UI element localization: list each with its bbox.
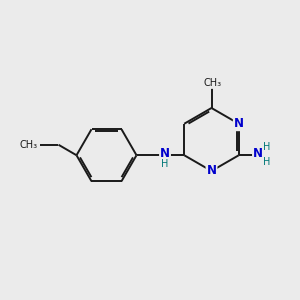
Text: CH₃: CH₃ <box>203 78 221 88</box>
Text: H: H <box>263 142 271 152</box>
Text: N: N <box>160 147 170 160</box>
Text: H: H <box>161 159 169 169</box>
Text: CH₃: CH₃ <box>20 140 38 150</box>
Text: N: N <box>234 117 244 130</box>
Text: N: N <box>253 147 263 160</box>
Text: H: H <box>263 157 271 167</box>
Text: N: N <box>206 164 217 178</box>
